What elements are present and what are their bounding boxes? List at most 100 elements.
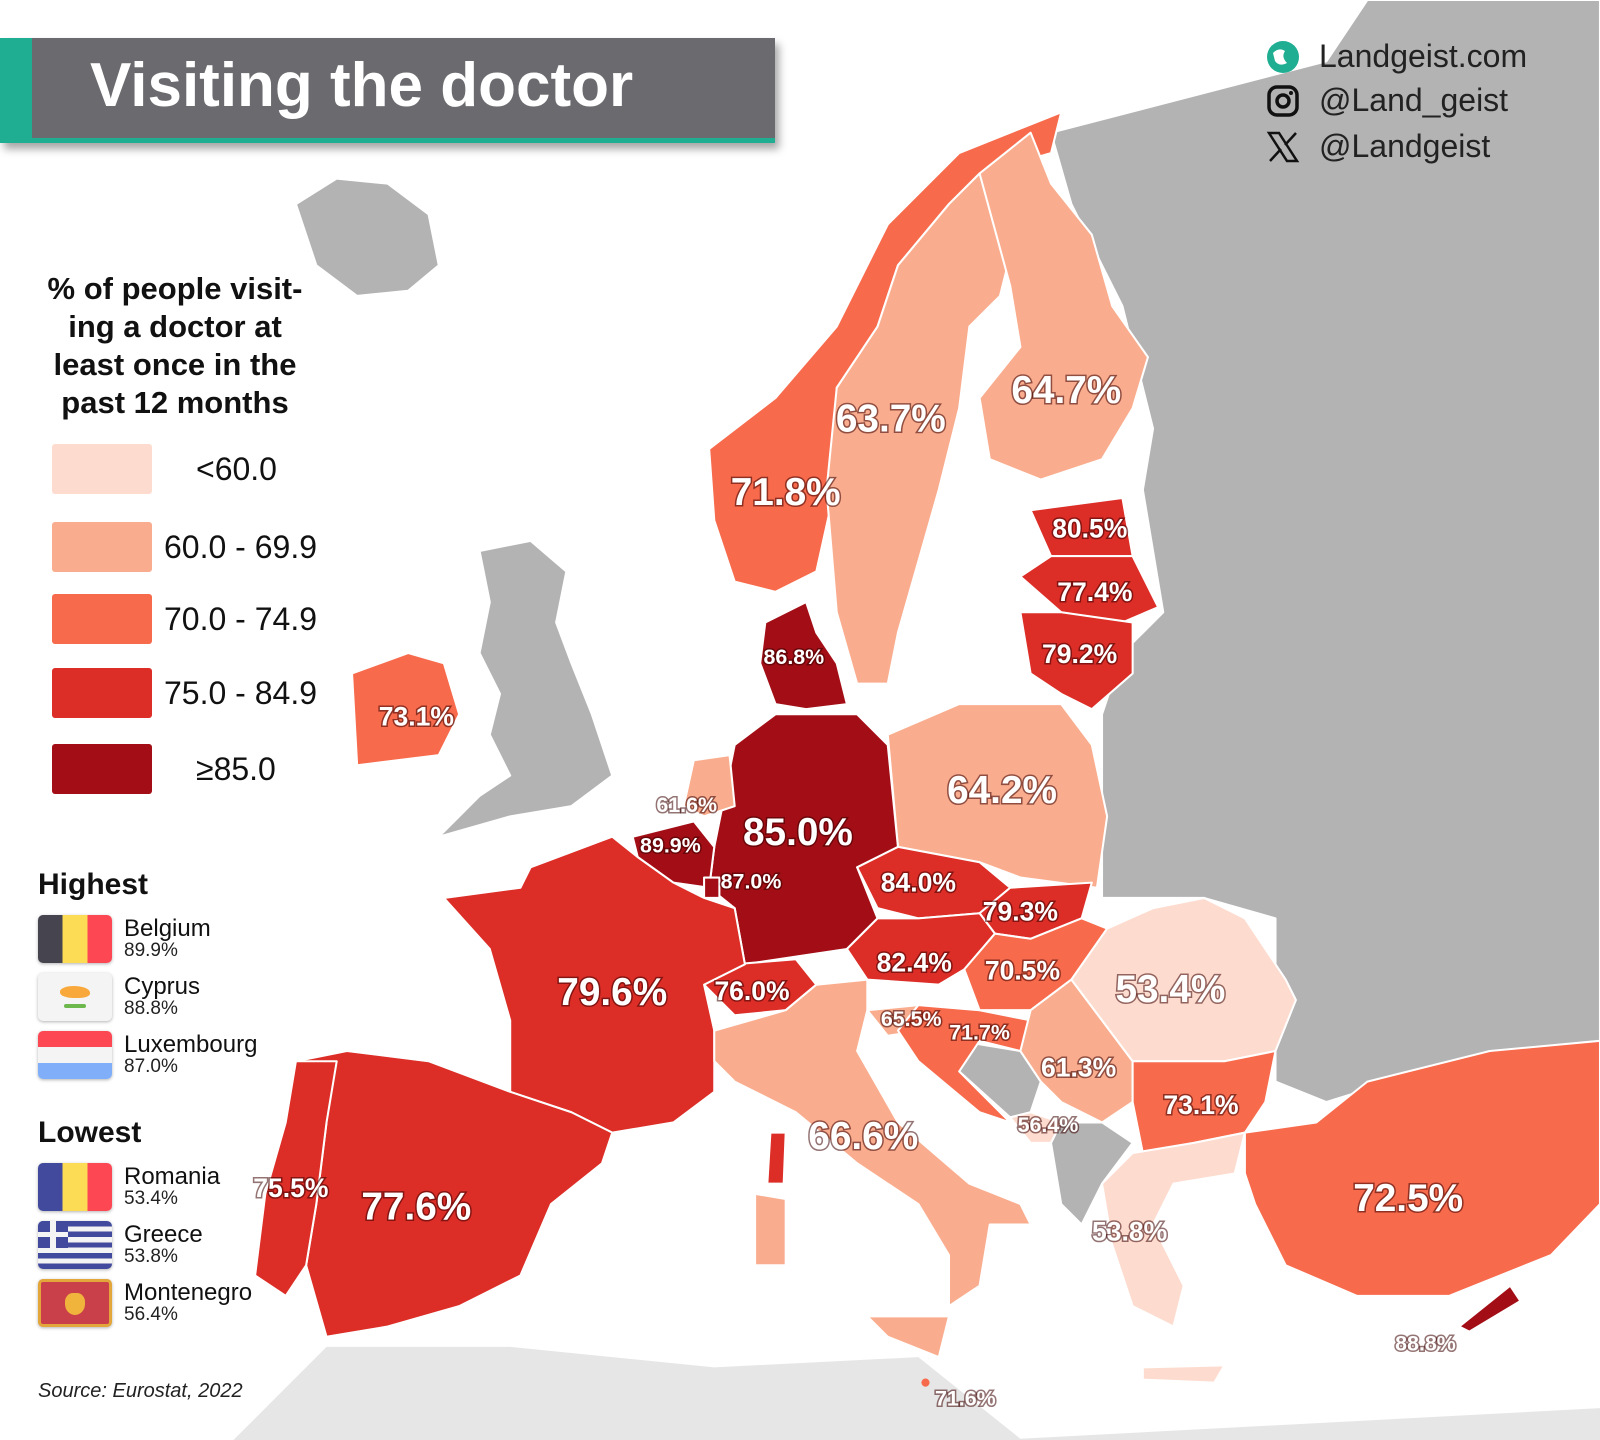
label-serbia: 61.3% [1041,1052,1116,1082]
luxembourg-flag-icon [38,1031,112,1079]
social-instagram[interactable]: @Land_geist [1265,82,1595,119]
social-x[interactable]: @Landgeist [1265,128,1595,165]
greece-flag-icon [38,1221,112,1269]
label-croatia: 71.7% [949,1020,1010,1044]
legend-swatch [52,668,152,718]
label-belgium: 89.9% [640,834,701,858]
legend-bin: 60.0 - 69.9 [52,522,342,572]
legend-swatch [52,522,152,572]
label-denmark: 86.8% [764,645,825,669]
page-title: Visiting the doctor [90,51,634,120]
social-website[interactable]: Landgeist.com [1265,38,1595,75]
highest-item: Cyprus 88.8% [38,973,200,1021]
legend-bin: 70.0 - 74.9 [52,594,342,644]
legend-bin-label: <60.0 [196,450,277,487]
iceland [294,177,440,297]
country-france-corsica[interactable] [766,1131,787,1185]
montenegro-flag-icon [38,1279,112,1327]
label-sweden: 63.7% [836,398,946,441]
highest-heading: Highest [38,868,149,901]
country-italy-sardinia[interactable] [754,1192,787,1267]
label-bulgaria: 73.1% [1163,1090,1238,1120]
item-value: 53.8% [124,1246,178,1267]
albania-macedonia [1049,1121,1134,1226]
label-estonia: 80.5% [1052,514,1127,544]
lowest-item: Greece 53.8% [38,1221,203,1269]
country-netherlands[interactable] [682,754,736,818]
label-romania: 53.4% [1115,968,1225,1011]
label-czechia: 84.0% [881,868,956,898]
label-montenegro: 56.4% [1018,1113,1079,1137]
title-banner: Visiting the doctor [0,38,775,143]
label-luxembourg: 87.0% [721,869,782,893]
item-value: 88.8% [124,998,178,1019]
romania-flag-icon [38,1163,112,1211]
label-latvia: 77.4% [1057,577,1132,607]
item-value: 89.9% [124,940,178,961]
country-montenegro[interactable] [1009,1111,1063,1144]
social-text: Landgeist.com [1319,38,1528,74]
label-germany: 85.0% [743,811,853,854]
label-slovakia: 79.3% [983,896,1058,926]
item-name: Greece [124,1221,203,1248]
legend-title-line: past 12 months [61,385,289,420]
legend-bin-label: 75.0 - 84.9 [164,674,317,711]
country-portugal[interactable] [254,1060,338,1297]
label-switzerland: 76.0% [714,976,789,1006]
label-spain: 77.6% [361,1185,471,1228]
belgium-flag-icon [38,915,112,963]
social-text: @Land_geist [1319,82,1509,118]
country-greece-crete[interactable] [1141,1364,1226,1384]
label-italy: 66.6% [808,1115,918,1158]
x-icon [1265,129,1301,165]
legend-title-line: least once in the [53,347,297,382]
country-lithuania[interactable] [1019,611,1134,711]
lowest-item: Montenegro 56.4% [38,1279,252,1327]
lowest-heading: Lowest [38,1116,142,1149]
social-text: @Landgeist [1319,128,1491,164]
country-sweden[interactable] [825,172,1012,685]
legend-title: % of people visit- ing a doctor at least… [30,270,320,422]
legend-swatch [52,744,152,794]
legend-title-line: ing a doctor at [68,309,282,344]
legend-bin: ≥85.0 [52,744,342,794]
country-bulgaria[interactable] [1131,1049,1277,1155]
highest-item: Luxembourg 87.0% [38,1031,257,1079]
label-poland: 64.2% [947,769,1057,812]
legend-title-line: % of people visit- [47,271,303,306]
legend-bin-label: ≥85.0 [196,750,276,787]
label-netherlands: 61.6% [656,793,717,817]
legend-swatch [52,444,152,494]
country-italy-sicily[interactable] [866,1315,950,1359]
source-note: Source: Eurostat, 2022 [38,1380,243,1402]
item-name: Romania [124,1163,221,1190]
item-name: Montenegro [124,1279,253,1306]
legend-swatch [52,594,152,644]
item-name: Belgium [124,915,211,942]
country-denmark[interactable] [759,601,848,711]
label-austria: 82.4% [877,947,952,977]
legend-bin: <60.0 [52,444,342,494]
label-lithuania: 79.2% [1042,639,1117,669]
country-italy[interactable] [713,978,1032,1308]
united-kingdom [437,539,614,838]
country-greece[interactable] [1101,1131,1246,1328]
country-turkey[interactable] [1243,1039,1600,1297]
country-finland[interactable] [978,131,1149,481]
legend-bin-label: 60.0 - 69.9 [164,528,317,565]
label-portugal: 75.5% [253,1173,328,1203]
country-croatia[interactable] [896,1004,1032,1124]
item-value: 87.0% [124,1056,178,1077]
label-turkey: 72.5% [1353,1177,1463,1220]
legend-bin-label: 70.0 - 74.9 [164,600,317,637]
legend-bin: 75.0 - 84.9 [52,668,342,718]
country-luxembourg[interactable] [703,876,721,899]
country-malta[interactable] [921,1378,930,1387]
cyprus-flag-icon [38,973,112,1021]
country-cyprus[interactable] [1458,1284,1522,1333]
country-ireland[interactable] [351,652,461,767]
label-slovenia: 65.5% [881,1007,942,1031]
label-ireland: 73.1% [379,701,454,731]
north-africa [233,1346,1600,1440]
